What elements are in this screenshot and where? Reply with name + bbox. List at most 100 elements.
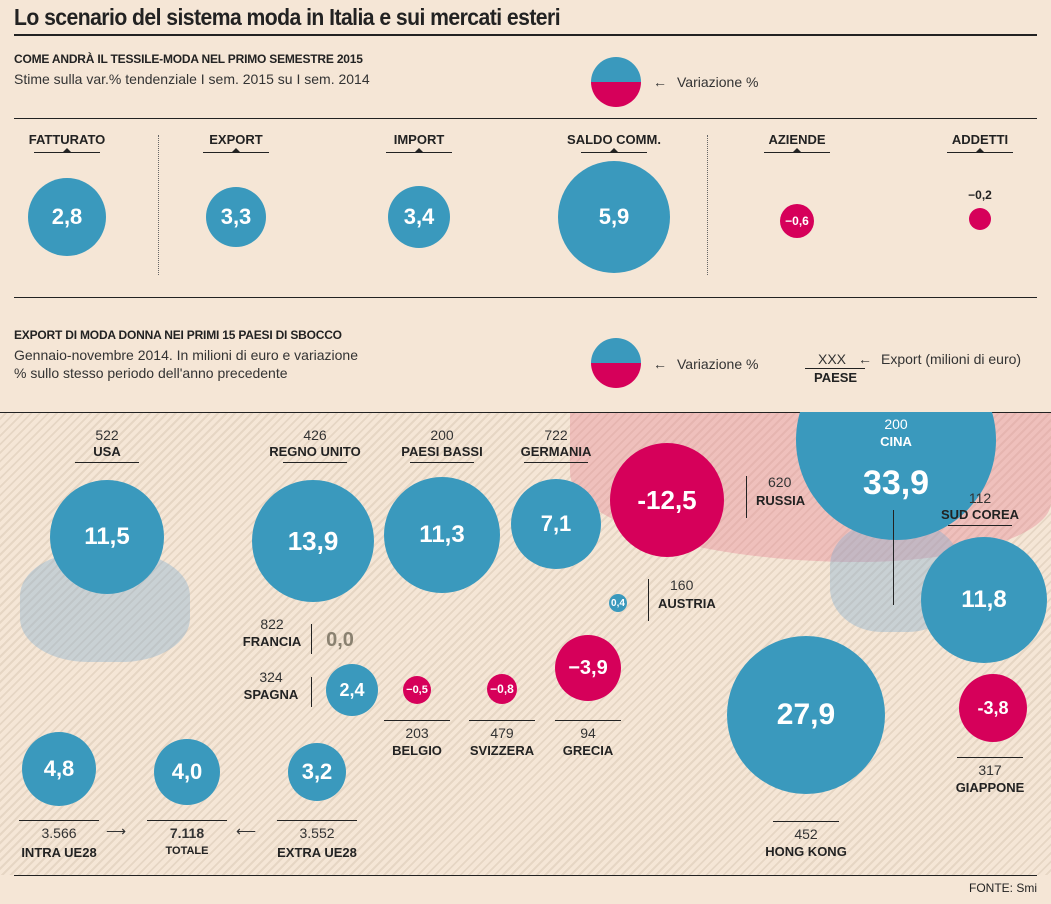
bubble-value: 2,8 xyxy=(51,204,83,229)
bubble-value: −0,6 xyxy=(785,214,809,228)
bubble-value: 3,2 xyxy=(301,759,333,784)
legend-xxx: XXX xyxy=(818,351,847,367)
category-label: FATTURATO xyxy=(28,132,106,147)
divider xyxy=(14,875,1037,876)
export-value: 3.566 xyxy=(41,825,77,841)
country-name: FRANCIA xyxy=(242,634,302,649)
export-value: 94 xyxy=(580,725,596,741)
country-name: SUD COREA xyxy=(940,507,1020,522)
export-value: 426 xyxy=(303,427,327,443)
export-value: 200 xyxy=(430,427,454,443)
divider xyxy=(14,118,1037,119)
bubble-addetti xyxy=(969,208,991,230)
bubble-country: 11,3 xyxy=(384,477,500,593)
legend-arrow: ← xyxy=(653,74,667,90)
export-value: 112 xyxy=(968,490,992,506)
legend-underline xyxy=(805,368,865,369)
total-name: EXTRA UE28 xyxy=(277,845,357,860)
bubble-1: 3,3 xyxy=(206,187,266,247)
country-name: REGNO UNITO xyxy=(269,444,361,459)
separator xyxy=(707,135,708,275)
bubble-country: −0,5 xyxy=(403,676,431,704)
bubble-value: 11,8 xyxy=(961,586,1007,613)
export-value: 722 xyxy=(544,427,568,443)
label-underline xyxy=(773,821,839,822)
bubble-total: 4,0 xyxy=(154,739,220,805)
legend-circle xyxy=(591,57,641,107)
label-line xyxy=(893,510,894,605)
country-name: AUSTRIA xyxy=(658,596,716,611)
country-name: USA xyxy=(93,444,121,459)
label-tick xyxy=(610,148,618,152)
bubble-country: −0,8 xyxy=(487,674,517,704)
bubble-country: −3,9 xyxy=(555,635,621,701)
bubble-value: 11,5 xyxy=(84,523,130,550)
bubble-value: 3,3 xyxy=(220,204,252,229)
country-name: GERMANIA xyxy=(520,444,592,459)
label-underline xyxy=(19,820,99,821)
label-underline xyxy=(75,462,139,463)
legend-export-label: Export (milioni di euro) xyxy=(881,351,1022,367)
label-underline xyxy=(524,462,588,463)
bubble-country: 27,9 xyxy=(727,636,885,794)
export-value: 452 xyxy=(794,826,818,842)
divider xyxy=(14,34,1037,36)
bubble-total: 4,8 xyxy=(22,732,96,806)
bubble-value: 27,9 xyxy=(776,698,836,731)
source: FONTE: Smi xyxy=(969,881,1037,895)
map-top-border xyxy=(0,412,1051,413)
bubble-value: 33,9 xyxy=(862,464,930,502)
export-value: 522 xyxy=(95,427,119,443)
label-underline xyxy=(948,525,1012,526)
bubble-value: 11,3 xyxy=(419,521,465,548)
bubble-value: 5,9 xyxy=(598,204,630,229)
section2-heading: EXPORT DI MODA DONNA NEI PRIMI 15 PAESI … xyxy=(14,328,342,342)
page-title: Lo scenario del sistema moda in Italia e… xyxy=(14,4,561,30)
total-name: TOTALE xyxy=(165,845,209,857)
separator xyxy=(158,135,159,275)
bubble-value: 7,1 xyxy=(540,511,572,536)
label-tick xyxy=(232,148,240,152)
bubble-country: -12,5 xyxy=(610,443,724,557)
divider xyxy=(14,297,1037,298)
category-label: ADDETTI xyxy=(951,132,1009,147)
label-tick xyxy=(793,148,801,152)
bubble-total: 3,2 xyxy=(288,743,346,801)
country-name: BELGIO xyxy=(392,743,442,758)
label-underline xyxy=(764,152,830,153)
bubble-country: 0,4 xyxy=(609,594,627,612)
label-underline xyxy=(957,757,1023,758)
export-value: 3.552 xyxy=(299,825,335,841)
category-label: SALDO COMM. xyxy=(567,132,661,147)
export-value: 7.118 xyxy=(169,825,205,841)
label-underline xyxy=(34,152,100,153)
bubble-value: −0,8 xyxy=(490,682,514,696)
export-value: 479 xyxy=(490,725,514,741)
total-name: INTRA UE28 xyxy=(21,845,97,860)
label-underline xyxy=(410,462,474,463)
bubble-value: 0,4 xyxy=(611,597,625,609)
section2-legend-label: Variazione % xyxy=(677,356,759,372)
section1-subtitle: Stime sulla var.% tendenziale I sem. 201… xyxy=(14,71,370,87)
bubble-country: 7,1 xyxy=(511,479,601,569)
label-tick xyxy=(63,148,71,152)
country-name: GRECIA xyxy=(562,743,614,758)
label-underline xyxy=(386,152,452,153)
bubble-value: 2,4 xyxy=(339,679,365,700)
label-underline xyxy=(469,720,535,721)
bubble-country: 11,5 xyxy=(50,480,164,594)
bubble-value: 4,0 xyxy=(171,759,203,784)
section2-subtitle-1: Gennaio-novembre 2014. In milioni di eur… xyxy=(14,347,358,363)
label-underline xyxy=(947,152,1013,153)
section1-heading: COME ANDRÀ IL TESSILE-MODA NEL PRIMO SEM… xyxy=(14,52,363,66)
bubble-value: −0,5 xyxy=(406,684,428,696)
label-line xyxy=(746,476,747,518)
export-value: 324 xyxy=(259,669,283,685)
label-underline xyxy=(147,820,227,821)
export-value: 203 xyxy=(405,725,429,741)
country-name: HONG KONG xyxy=(765,844,847,859)
category-label: AZIENDE xyxy=(768,132,826,147)
bubble-value: -12,5 xyxy=(637,484,697,515)
legend-circle xyxy=(591,338,641,388)
